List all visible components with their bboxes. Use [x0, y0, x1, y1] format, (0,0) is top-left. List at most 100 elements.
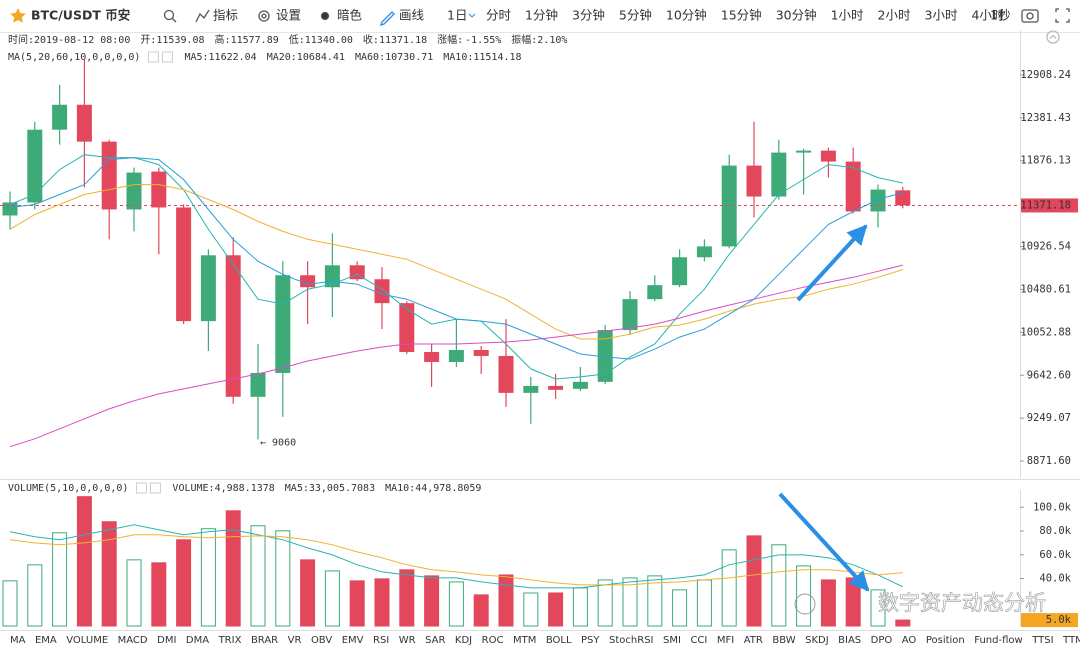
- y-tick-label: 9249.07: [1027, 412, 1071, 424]
- volume-bar: [101, 521, 117, 627]
- volume-bar: [300, 559, 316, 627]
- candle-body: [498, 355, 514, 393]
- volume-bar: [597, 579, 613, 627]
- indicator-tab[interactable]: SMI: [663, 635, 681, 646]
- toolbar-button[interactable]: 暗色: [337, 8, 363, 23]
- volume-bar: [548, 592, 564, 627]
- indicator-close[interactable]: [161, 51, 173, 63]
- ma-line: [9, 524, 904, 589]
- indicator-tab[interactable]: MFI: [717, 635, 734, 646]
- interval-button[interactable]: 4小时: [971, 8, 1004, 23]
- indicator-tab[interactable]: TTMU: [1062, 635, 1080, 646]
- screenshot-icon[interactable]: [1021, 9, 1039, 23]
- indicator-tab[interactable]: BOLL: [546, 635, 572, 646]
- indicator-tab[interactable]: BIAS: [838, 635, 861, 646]
- indicator-tab[interactable]: TRIX: [218, 635, 242, 646]
- indicator-tab[interactable]: SAR: [425, 635, 445, 646]
- indicator-tab[interactable]: BRAR: [251, 635, 278, 646]
- fullscreen-icon[interactable]: [1055, 8, 1070, 23]
- indicator-tab[interactable]: MTM: [513, 635, 536, 646]
- indicator-tab[interactable]: Fund-flow: [974, 635, 1022, 646]
- candle-body: [548, 385, 564, 390]
- indicator-tab[interactable]: VR: [288, 635, 302, 646]
- indicator-tab[interactable]: RSI: [373, 635, 389, 646]
- indicator-tab[interactable]: OBV: [311, 635, 332, 646]
- favorite-icon[interactable]: [10, 8, 26, 23]
- draw-icon[interactable]: [379, 11, 395, 27]
- volume-bar: [52, 532, 68, 627]
- theme-icon[interactable]: [320, 11, 330, 21]
- collapse-icon[interactable]: [1046, 30, 1060, 44]
- indicator-tab[interactable]: MACD: [118, 635, 148, 646]
- legend-entry: VOLUME:4,988.1378: [172, 483, 274, 494]
- interval-button[interactable]: 3分钟: [572, 8, 605, 23]
- speed-button[interactable]: 1秒: [990, 8, 1010, 23]
- interval-button[interactable]: 15分钟: [721, 8, 762, 23]
- indicator-tab[interactable]: DPO: [871, 635, 893, 646]
- volume-bar: [27, 564, 43, 627]
- indicator-close[interactable]: [149, 482, 161, 494]
- indicator-tab[interactable]: DMA: [186, 635, 209, 646]
- candle-body: [250, 372, 266, 397]
- interval-button[interactable]: 3小时: [925, 8, 958, 23]
- settings-icon[interactable]: [258, 10, 270, 22]
- indicator-tab[interactable]: ATR: [744, 635, 763, 646]
- candle-body: [424, 351, 440, 362]
- indicator-icon[interactable]: [195, 9, 210, 23]
- indicator-tab[interactable]: ROC: [482, 635, 504, 646]
- indicator-tab[interactable]: MA: [10, 635, 26, 646]
- settings-icon-center: [261, 13, 267, 19]
- interval-button[interactable]: 1小时: [831, 8, 864, 23]
- indicator-tab[interactable]: TTSI: [1031, 635, 1053, 646]
- toolbar-button[interactable]: 指标: [213, 8, 238, 23]
- indicator-tab[interactable]: StochRSI: [609, 635, 653, 646]
- volume-bar: [696, 579, 712, 627]
- indicator-tab[interactable]: EMV: [342, 635, 364, 646]
- volume-bar: [151, 562, 167, 627]
- amplitude: 振幅:2.10%: [511, 33, 567, 46]
- legend-entry: MA5:11622.04: [184, 52, 256, 63]
- indicator-tab[interactable]: DMI: [157, 635, 176, 646]
- y-tick-label: 8871.60: [1027, 455, 1071, 467]
- change-label: 涨幅:: [437, 33, 463, 46]
- interval-button[interactable]: 1分钟: [525, 8, 558, 23]
- indicator-tab[interactable]: EMA: [35, 635, 57, 646]
- drawn-arrow: [778, 492, 870, 592]
- indicator-tab[interactable]: SKDJ: [805, 635, 829, 646]
- indicator-tab[interactable]: AO: [902, 635, 917, 646]
- drawn-arrow: [796, 224, 868, 302]
- y-tick-label: 11876.13: [1020, 155, 1071, 167]
- indicator-settings[interactable]: [135, 482, 147, 494]
- indicator-tab[interactable]: WR: [399, 635, 416, 646]
- volume-bar: [76, 496, 92, 627]
- candle-body: [597, 330, 613, 382]
- toolbar-button[interactable]: 画线: [399, 8, 425, 23]
- volume-bar: [820, 579, 836, 627]
- toolbar-button[interactable]: 设置: [276, 8, 301, 23]
- volume-bar: [126, 559, 142, 627]
- period-selector[interactable]: 1日: [447, 8, 467, 23]
- indicator-tab[interactable]: VOLUME: [66, 635, 108, 646]
- interval-button[interactable]: 5分钟: [619, 8, 652, 23]
- legend-entry: MA5:33,005.7083: [285, 483, 375, 494]
- indicator-settings[interactable]: [147, 51, 159, 63]
- ma-line: [9, 157, 903, 360]
- volume-bar: [324, 570, 340, 627]
- candle-body: [820, 150, 836, 162]
- indicator-tab[interactable]: BBW: [772, 635, 795, 646]
- interval-button[interactable]: 2小时: [878, 8, 911, 23]
- volume-bar: [895, 619, 911, 627]
- indicator-tab[interactable]: CCI: [690, 635, 707, 646]
- interval-button[interactable]: 30分钟: [776, 8, 817, 23]
- interval-button[interactable]: 10分钟: [666, 8, 707, 23]
- indicator-tab[interactable]: KDJ: [455, 635, 472, 646]
- last-price-tag: [1021, 198, 1078, 213]
- volume-bar: [2, 580, 18, 627]
- volume-bar: [746, 535, 762, 627]
- indicator-tab[interactable]: PSY: [581, 635, 600, 646]
- indicator-tab[interactable]: Position: [926, 635, 965, 646]
- search-icon[interactable]: [163, 9, 175, 21]
- volume-bar: [771, 544, 787, 627]
- interval-button[interactable]: 分时: [486, 8, 512, 23]
